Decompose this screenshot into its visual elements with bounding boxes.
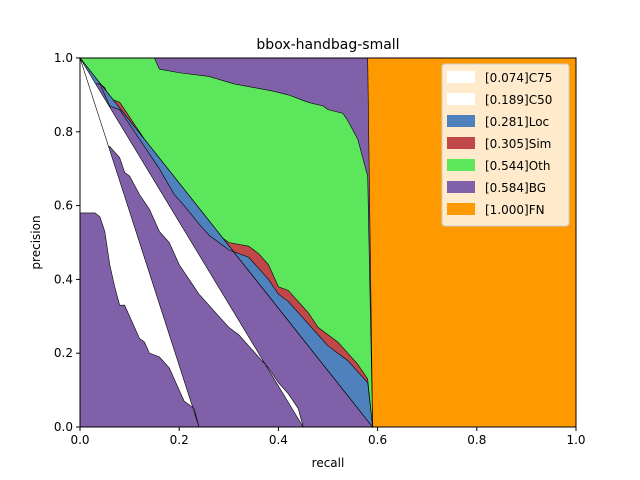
legend-label-sim: [0.305]Sim <box>485 137 551 151</box>
legend-swatch-c50 <box>447 93 475 105</box>
legend-label-oth: [0.544]Oth <box>485 159 550 173</box>
legend-label-c50: [0.189]C50 <box>485 93 552 107</box>
x-tick-label: 1.0 <box>566 433 585 447</box>
legend-label-bg: [0.584]BG <box>485 181 546 195</box>
legend-swatch-fn <box>447 203 475 215</box>
area-loc <box>79 57 374 429</box>
y-tick-label: 0.8 <box>54 125 73 139</box>
y-tick-label: 0.0 <box>54 420 73 434</box>
y-axis-label: precision <box>29 215 43 269</box>
legend-label-fn: [1.000]FN <box>485 203 545 217</box>
axis-ticks: 0.0 0.2 0.4 0.6 0.8 1.0 0.0 0.2 0.4 0.6 0.8 1.0 <box>54 51 586 447</box>
area-c75 <box>79 57 200 428</box>
legend-swatch-oth <box>447 159 475 171</box>
y-tick-label: 0.6 <box>54 199 73 213</box>
x-tick-label: 0.6 <box>368 433 387 447</box>
y-tick-label: 1.0 <box>54 51 73 65</box>
x-tick-label: 0.8 <box>467 433 486 447</box>
x-tick-label: 0.0 <box>70 433 89 447</box>
area-c50 <box>79 56 304 428</box>
legend: [0.074]C75 [0.189]C50 [0.281]Loc [0.305]Sim… <box>441 63 570 227</box>
legend-swatch-bg <box>447 181 475 193</box>
x-axis-label: recall <box>312 456 345 470</box>
legend-label-loc: [0.281]Loc <box>485 115 549 129</box>
legend-swatch-sim <box>447 137 475 149</box>
legend-swatch-c75 <box>447 71 475 83</box>
y-tick-label: 0.2 <box>54 346 73 360</box>
chart-title: bbox-handbag-small <box>256 37 399 53</box>
legend-swatch-loc <box>447 115 475 127</box>
x-tick-label: 0.4 <box>269 433 288 447</box>
x-tick-label: 0.2 <box>170 433 189 447</box>
plot-frame <box>79 57 577 428</box>
legend-label-c75: [0.074]C75 <box>485 71 552 85</box>
y-tick-label: 0.4 <box>54 272 73 286</box>
